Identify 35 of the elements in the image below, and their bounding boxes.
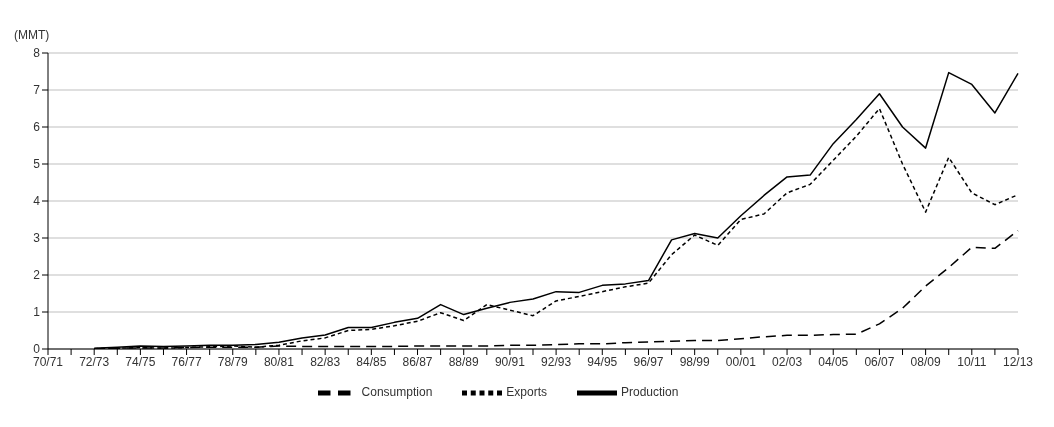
- x-tick-label: 88/89: [448, 354, 480, 369]
- x-tick-label: 90/91: [494, 354, 526, 369]
- y-axis-title: (MMT): [14, 28, 50, 42]
- x-tick-label: 04/05: [818, 354, 849, 369]
- x-tick-label: 80/81: [263, 354, 295, 369]
- y-tick-label: 8: [33, 46, 41, 61]
- x-tick-label: 78/79: [217, 354, 249, 369]
- x-tick-label: 72/73: [79, 354, 110, 369]
- y-tick-label: 5: [33, 157, 41, 172]
- y-tick-label: 2: [33, 268, 41, 283]
- x-tick-label: 08/09: [910, 354, 941, 369]
- x-tick-label: 84/85: [356, 354, 387, 369]
- y-tick-label: 4: [33, 194, 41, 209]
- x-tick-label: 92/93: [541, 354, 572, 369]
- x-tick-label: 70/71: [32, 354, 64, 369]
- x-tick-label: 82/83: [310, 354, 341, 369]
- x-tick-label: 74/75: [125, 354, 156, 369]
- x-tick-label: 06/07: [864, 354, 895, 369]
- y-tick-label: 0: [33, 342, 41, 357]
- x-tick-label: 96/97: [633, 354, 664, 369]
- x-tick-label: 94/95: [587, 354, 618, 369]
- x-tick-label: 00/01: [725, 354, 757, 369]
- x-tick-label: 86/87: [402, 354, 433, 369]
- legend-label: Production: [621, 385, 679, 400]
- y-tick-label: 3: [33, 231, 41, 246]
- legend-label: Exports: [506, 385, 548, 400]
- x-tick-label: 98/99: [679, 354, 711, 369]
- y-tick-label: 1: [33, 305, 41, 320]
- x-tick-label: 10/11: [957, 354, 987, 369]
- x-tick-label: 76/77: [171, 354, 202, 369]
- x-tick-label: 02/03: [772, 354, 803, 369]
- legend-label: Consumption: [361, 385, 433, 400]
- x-tick-label: 12/13: [1002, 354, 1034, 369]
- y-tick-label: 6: [33, 120, 41, 135]
- y-tick-label: 7: [33, 83, 41, 98]
